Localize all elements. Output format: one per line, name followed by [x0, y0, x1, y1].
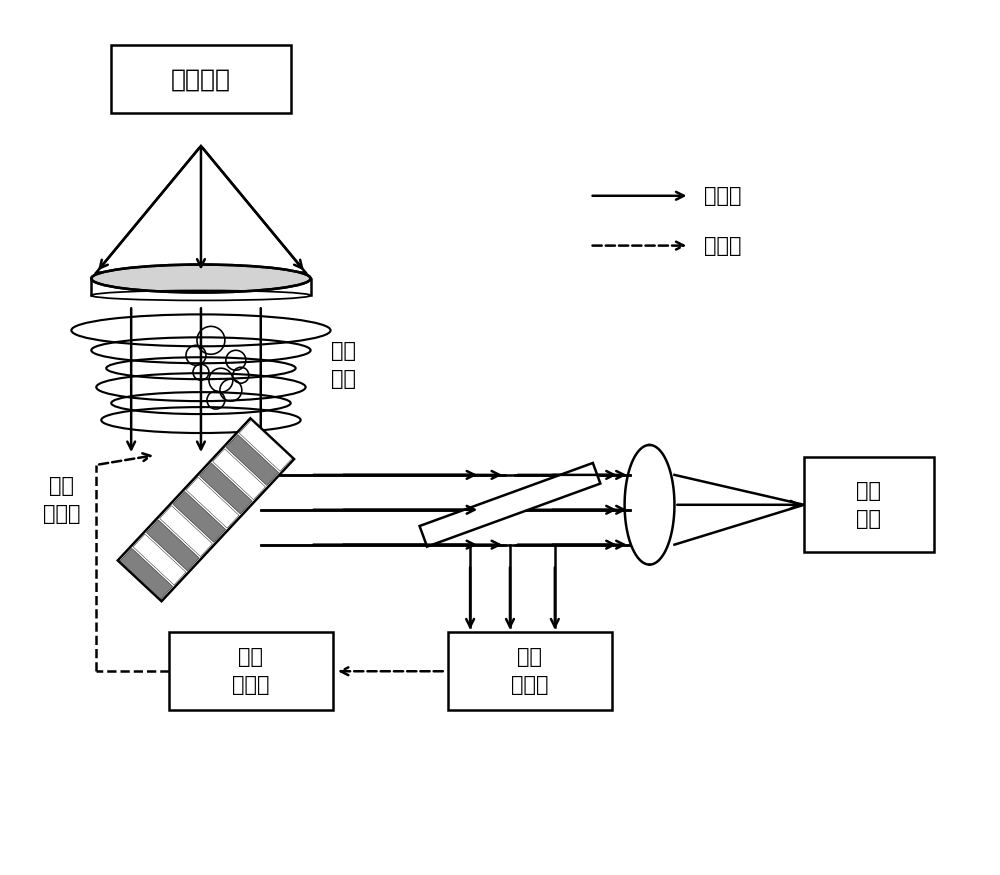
FancyBboxPatch shape [804, 458, 934, 552]
FancyBboxPatch shape [169, 633, 333, 711]
FancyBboxPatch shape [111, 46, 291, 113]
Polygon shape [226, 435, 279, 486]
Text: 电信号: 电信号 [704, 235, 742, 256]
Bar [118, 418, 294, 601]
Ellipse shape [91, 264, 311, 292]
Polygon shape [173, 492, 226, 542]
Text: 光信号: 光信号 [704, 186, 742, 206]
Polygon shape [133, 534, 186, 585]
Polygon shape [213, 449, 265, 500]
Text: 波前
矫正器: 波前 矫正器 [43, 476, 80, 524]
Polygon shape [120, 549, 173, 599]
Polygon shape [146, 520, 199, 570]
Polygon shape [199, 463, 252, 514]
Bar [420, 463, 600, 547]
Text: 波前
探测器: 波前 探测器 [511, 648, 549, 696]
Polygon shape [160, 506, 212, 556]
Polygon shape [239, 420, 292, 472]
Text: 大气
湍流: 大气 湍流 [331, 341, 356, 389]
Polygon shape [186, 477, 239, 528]
Text: 光发射机: 光发射机 [171, 67, 231, 91]
Text: 波前
控制器: 波前 控制器 [232, 648, 270, 696]
FancyBboxPatch shape [448, 633, 612, 711]
Text: 光接
收机: 光接 收机 [856, 480, 881, 528]
